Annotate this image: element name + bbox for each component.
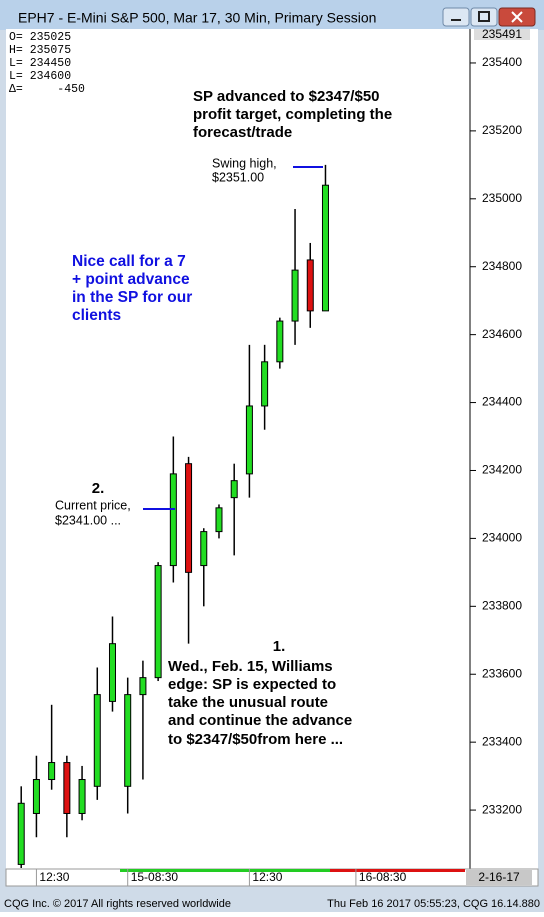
y-tick-label: 234200 xyxy=(482,463,522,477)
candle-body xyxy=(63,762,71,814)
candle-body xyxy=(200,531,208,567)
session-bar xyxy=(330,869,465,872)
y-tick-label: 235000 xyxy=(482,191,522,205)
date-box xyxy=(466,870,532,885)
x-tick-label: 16-08:30 xyxy=(359,870,407,884)
y-tick-label: 234800 xyxy=(482,259,522,273)
y-tick-label: 233800 xyxy=(482,598,522,612)
annotation: Nice call for a 7 xyxy=(72,253,186,270)
annotation: Swing high, xyxy=(212,156,277,170)
annotation: Current price, xyxy=(55,498,131,512)
candle-body xyxy=(185,463,193,573)
info-line: Δ= -450 xyxy=(9,83,85,96)
annotation: SP advanced to $2347/$50 xyxy=(193,88,380,105)
annotation: to $2347/$50from here ... xyxy=(168,731,343,748)
annotation: Wed., Feb. 15, Williams xyxy=(168,658,333,675)
y-tick-label: 234000 xyxy=(482,531,522,545)
candle-body xyxy=(230,480,238,499)
annotation: $2351.00 xyxy=(212,170,264,184)
y-tick-label: 235400 xyxy=(482,55,522,69)
y-tick-label: 233200 xyxy=(482,802,522,816)
candle-body xyxy=(169,473,177,567)
annotation: profit target, completing the xyxy=(193,106,392,123)
candle-body xyxy=(108,643,116,702)
candle-body xyxy=(321,184,329,312)
candle-body xyxy=(261,361,269,407)
x-tick-label: 12:30 xyxy=(252,870,282,884)
y-tick-label: 234600 xyxy=(482,327,522,341)
y-tick-label: 233400 xyxy=(482,734,522,748)
window-title: EPH7 - E-Mini S&P 500, Mar 17, 30 Min, P… xyxy=(18,10,376,26)
footer-right: Thu Feb 16 2017 05:55:23, CQG 16.14.880 xyxy=(327,898,540,910)
candle-body xyxy=(215,507,223,533)
annotation: in the SP for our xyxy=(72,289,192,306)
annotation: take the unusual route xyxy=(168,694,328,711)
footer-left: CQG Inc. © 2017 All rights reserved worl… xyxy=(4,898,231,910)
y-tick-label: 234400 xyxy=(482,395,522,409)
candle-body xyxy=(93,694,101,787)
candle-body xyxy=(306,259,314,312)
candle-body xyxy=(276,320,284,363)
annotation: 2. xyxy=(92,480,105,497)
session-bar xyxy=(120,869,330,872)
candle-body xyxy=(245,405,253,475)
y-tick-label: 235200 xyxy=(482,123,522,137)
candle-body xyxy=(32,779,40,814)
maximize-icon xyxy=(478,11,490,22)
info-line: L= 234600 xyxy=(9,70,71,83)
candle-body xyxy=(154,565,162,679)
annotation: + point advance xyxy=(72,271,190,288)
annotation: edge: SP is expected to xyxy=(168,676,336,693)
candle-body xyxy=(124,694,132,787)
last-price-box xyxy=(474,29,530,40)
maximize-button[interactable] xyxy=(470,7,498,27)
info-line: O= 235025 xyxy=(9,31,71,44)
info-line: L= 234450 xyxy=(9,57,71,70)
x-tick-label: 12:30 xyxy=(39,870,69,884)
info-line: H= 235075 xyxy=(9,44,71,57)
close-icon xyxy=(511,11,523,23)
date-label: 2-16-17 xyxy=(478,870,520,884)
candle-body xyxy=(139,677,147,696)
annotation: clients xyxy=(72,307,121,324)
y-tick-label: 233600 xyxy=(482,666,522,680)
candle-body xyxy=(78,779,86,814)
annotation: 1. xyxy=(273,638,286,655)
annotation: and continue the advance xyxy=(168,712,352,729)
candle-body xyxy=(48,762,56,781)
annotation: forecast/trade xyxy=(193,124,292,141)
minimize-button[interactable] xyxy=(442,7,470,27)
candle-body xyxy=(291,269,299,322)
x-tick-label: 15-08:30 xyxy=(131,870,179,884)
candles xyxy=(17,164,329,868)
last-price-label: 235491 xyxy=(482,27,522,41)
candle-body xyxy=(17,802,25,865)
annotation: $2341.00 ... xyxy=(55,513,121,527)
